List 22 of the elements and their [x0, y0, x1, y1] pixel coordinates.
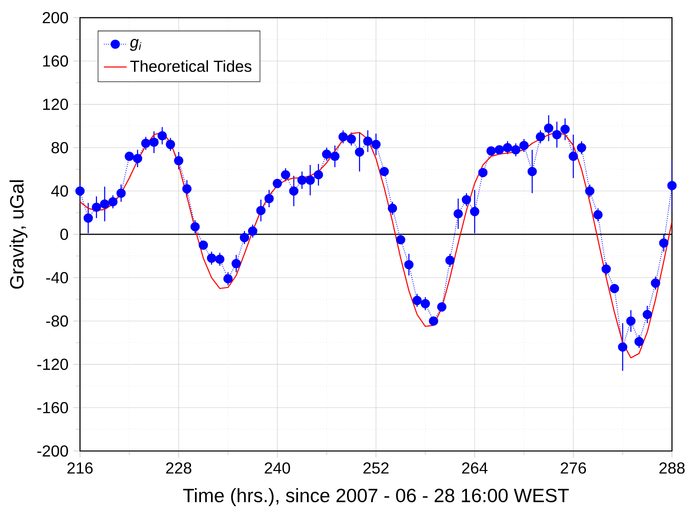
y-tick-label: 40: [51, 185, 68, 197]
y-tick-label: -40: [46, 272, 68, 284]
x-tick-label: 288: [659, 462, 685, 474]
x-tick-label: 216: [67, 462, 93, 474]
x-tick-label: 228: [166, 462, 192, 474]
y-axis-title: Gravity, uGal: [10, 180, 28, 289]
x-axis-title: Time (hrs.), since 2007 - 06 - 28 16:00 WEST: [183, 488, 569, 506]
y-tick-label: -160: [37, 402, 68, 414]
x-tick-label: 240: [264, 462, 290, 474]
y-tick-label: 160: [43, 55, 68, 67]
x-tick-label: 252: [363, 462, 389, 474]
legend-label: Theoretical Tides: [130, 60, 252, 72]
y-tick-label: 80: [52, 142, 68, 154]
y-tick-label: 120: [43, 98, 68, 110]
y-tick-label: 0: [60, 228, 68, 240]
x-tick-label: 264: [462, 462, 488, 474]
legend-label: g$_{i}$: [130, 38, 142, 51]
y-tick-label: -120: [37, 358, 68, 370]
y-tick-label: 200: [42, 12, 68, 24]
x-tick-label: 276: [560, 462, 586, 474]
y-tick-label: -80: [46, 315, 68, 327]
y-tick-label: -200: [37, 445, 68, 457]
